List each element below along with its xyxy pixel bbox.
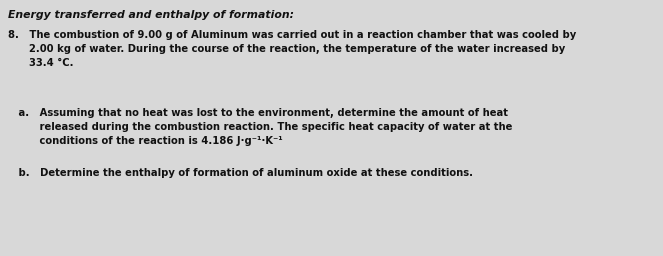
Text: 33.4 °C.: 33.4 °C. xyxy=(8,58,74,68)
Text: 2.00 kg of water. During the course of the reaction, the temperature of the wate: 2.00 kg of water. During the course of t… xyxy=(8,44,566,54)
Text: conditions of the reaction is 4.186 J·g⁻¹·K⁻¹: conditions of the reaction is 4.186 J·g⁻… xyxy=(8,136,282,146)
Text: 8.   The combustion of 9.00 g of Aluminum was carried out in a reaction chamber : 8. The combustion of 9.00 g of Aluminum … xyxy=(8,30,576,40)
Text: b.   Determine the enthalpy of formation of aluminum oxide at these conditions.: b. Determine the enthalpy of formation o… xyxy=(8,168,473,178)
Text: released during the combustion reaction. The specific heat capacity of water at : released during the combustion reaction.… xyxy=(8,122,512,132)
Text: a.   Assuming that no heat was lost to the environment, determine the amount of : a. Assuming that no heat was lost to the… xyxy=(8,108,508,118)
Text: Energy transferred and enthalpy of formation:: Energy transferred and enthalpy of forma… xyxy=(8,10,294,20)
